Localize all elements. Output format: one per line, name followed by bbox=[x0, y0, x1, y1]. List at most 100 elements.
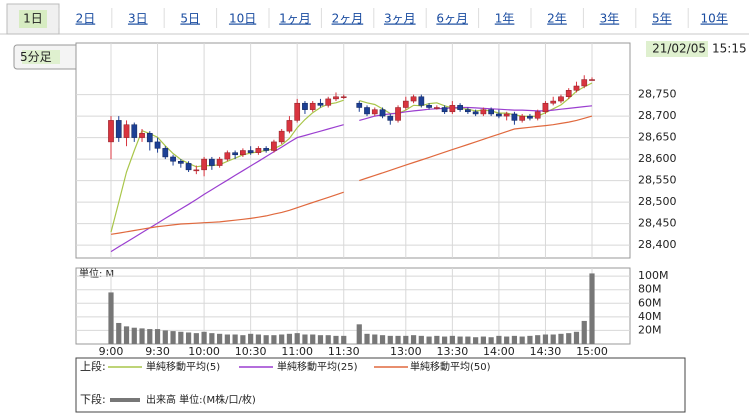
candle-body bbox=[379, 109, 386, 117]
candle-body bbox=[433, 107, 440, 109]
volume-bar bbox=[356, 324, 362, 344]
volume-bar bbox=[193, 333, 199, 344]
volume-bar bbox=[116, 322, 122, 344]
volume-bar bbox=[379, 335, 386, 344]
legend-label: 出来高 単位:(M株/口/枚) bbox=[146, 393, 256, 406]
y-tick-label: 100M bbox=[638, 269, 669, 282]
candle-body bbox=[115, 120, 122, 138]
tab[interactable]: 2年 bbox=[547, 12, 567, 26]
candle-body bbox=[325, 98, 332, 106]
volume-bar bbox=[542, 334, 549, 344]
tab[interactable]: 1日 bbox=[23, 12, 43, 26]
y-tick-label: 28,500 bbox=[638, 195, 677, 208]
volume-bar bbox=[573, 331, 580, 344]
candle-body bbox=[542, 102, 549, 113]
tab[interactable]: 10年 bbox=[701, 12, 728, 26]
tab[interactable]: 3日 bbox=[128, 12, 148, 26]
tab[interactable]: 1年 bbox=[495, 12, 515, 26]
volume-bar bbox=[224, 334, 230, 344]
candle-body bbox=[589, 79, 595, 81]
candle-body bbox=[286, 120, 293, 132]
candle-body bbox=[356, 102, 363, 108]
tab[interactable]: 1ヶ月 bbox=[279, 12, 311, 26]
candle-body bbox=[278, 130, 285, 143]
tab-selected-highlight bbox=[19, 10, 47, 28]
legend-label: 単純移動平均(50) bbox=[410, 360, 491, 373]
candle-body bbox=[333, 96, 339, 100]
volume-bar bbox=[248, 333, 254, 344]
time: 15:15 bbox=[712, 42, 747, 56]
candle-body bbox=[224, 152, 231, 160]
volume-bar bbox=[240, 335, 246, 344]
x-tick-label: 14:30 bbox=[530, 345, 562, 358]
candle-body bbox=[496, 113, 502, 117]
volume-bar bbox=[364, 333, 370, 344]
volume-bar bbox=[488, 337, 494, 344]
candle-body bbox=[581, 79, 588, 87]
candle-body bbox=[302, 102, 308, 110]
y-tick-label: 28,650 bbox=[638, 131, 677, 144]
candle-body bbox=[232, 152, 238, 156]
candle-body bbox=[565, 90, 572, 98]
candle-body bbox=[426, 105, 432, 108]
tab[interactable]: 5年 bbox=[652, 12, 672, 26]
volume-bar bbox=[527, 335, 533, 344]
candle-body bbox=[410, 96, 417, 102]
dropdown-highlight bbox=[22, 50, 60, 64]
legend-label: 単純移動平均(5) bbox=[146, 360, 220, 373]
candle-body bbox=[371, 109, 378, 115]
volume-bar bbox=[263, 335, 269, 344]
volume-bar bbox=[232, 334, 238, 344]
x-tick-label: 11:00 bbox=[281, 345, 313, 358]
tab[interactable]: 3年 bbox=[600, 12, 620, 26]
candle-body bbox=[519, 115, 526, 121]
y-tick-label: 28,550 bbox=[638, 174, 677, 187]
volume-bar bbox=[310, 334, 316, 344]
candle-body bbox=[418, 96, 425, 106]
volume-bar bbox=[465, 336, 471, 344]
legend-lower: 下段: bbox=[80, 392, 106, 406]
tab[interactable]: 5日 bbox=[180, 12, 200, 26]
volume-bar bbox=[185, 332, 192, 344]
tab[interactable]: 3ヶ月 bbox=[384, 12, 416, 26]
candle-body bbox=[201, 158, 207, 171]
date: 21/02/05 bbox=[652, 42, 706, 56]
candle-body bbox=[527, 115, 533, 119]
tab[interactable]: 6ヶ月 bbox=[436, 12, 468, 26]
volume-bar bbox=[294, 333, 300, 344]
x-tick-label: 13:00 bbox=[390, 345, 422, 358]
volume-bar bbox=[154, 329, 161, 344]
candle-body bbox=[395, 107, 401, 121]
volume-bar bbox=[395, 335, 401, 344]
tab[interactable]: 2ヶ月 bbox=[332, 12, 364, 26]
y-tick-label: 28,450 bbox=[638, 217, 677, 230]
x-tick-label: 9:00 bbox=[99, 345, 124, 358]
candle-body bbox=[309, 102, 316, 110]
y-tick-label: 40M bbox=[638, 310, 662, 323]
candle-body bbox=[449, 105, 456, 113]
candle-body bbox=[465, 109, 471, 113]
volume-bar bbox=[457, 336, 463, 344]
volume-bar bbox=[410, 335, 417, 344]
volume-bar bbox=[589, 273, 595, 344]
y-tick-label: 28,600 bbox=[638, 152, 677, 165]
volume-bar bbox=[255, 334, 262, 344]
candle-body bbox=[558, 96, 564, 102]
legend-label: 単純移動平均(25) bbox=[277, 360, 358, 373]
volume-bar bbox=[535, 335, 541, 344]
tab[interactable]: 2日 bbox=[76, 12, 96, 26]
dropdown-text[interactable]: 5分足 bbox=[20, 50, 52, 64]
date-highlight bbox=[646, 41, 708, 57]
x-tick-label: 15:00 bbox=[576, 345, 608, 358]
candle-body bbox=[457, 105, 463, 110]
candle-body bbox=[294, 102, 301, 121]
volume-plot bbox=[75, 267, 631, 345]
y-tick-label: 80M bbox=[638, 283, 662, 296]
volume-bar bbox=[434, 335, 440, 344]
candle-body bbox=[162, 148, 169, 158]
volume-bar bbox=[426, 336, 432, 344]
candle-body bbox=[364, 107, 370, 115]
volume-bar bbox=[449, 335, 455, 344]
price-plot bbox=[75, 42, 631, 259]
tab[interactable]: 10日 bbox=[229, 12, 256, 26]
